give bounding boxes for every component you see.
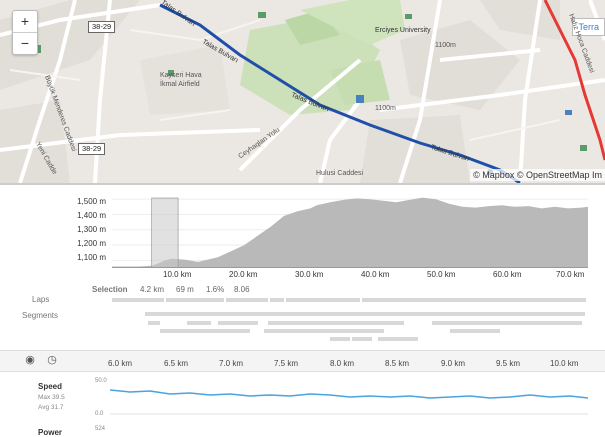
selection-distance: 4.2 km [140,285,165,294]
detail-x-tick: 7.0 km [219,359,244,368]
map-attribution[interactable]: © Mapbox © OpenStreetMap Im [470,169,605,181]
segment-bar[interactable] [450,329,500,333]
zoom-control: + − [12,10,38,55]
lap-bar[interactable] [166,298,224,302]
highway-red-line [543,0,605,161]
selection-vam: 8.06 [234,285,250,294]
segment-bar[interactable] [432,321,582,325]
elevation-chart[interactable] [112,190,588,268]
x-tick-label: 50.0 km [427,270,456,279]
laps-label: Laps [32,295,50,304]
x-tick-label: 70.0 km [556,270,585,279]
selection-range[interactable] [151,197,179,268]
segment-bar[interactable] [352,337,372,341]
detail-x-tick: 6.5 km [164,359,189,368]
segment-bar[interactable] [145,312,585,316]
street-label: Hulusi Caddesi [316,170,364,177]
speed-title: Speed [38,382,63,391]
place-label: Erciyes University [375,27,431,34]
place-label: Kayseri Hava [160,72,202,79]
zoom-out-button[interactable]: − [20,35,30,51]
detail-x-tick: 7.5 km [274,359,299,368]
elevation-area [112,197,588,268]
power-title: Power [38,428,63,437]
y-tick-label: 1,400 m [77,211,106,220]
lap-bar[interactable] [286,298,360,302]
segments-label: Segments [22,311,59,320]
speed-chart[interactable] [110,378,588,418]
y-tick-label: 1,200 m [77,239,106,248]
route-map[interactable]: + − Terra 38-29 38-29 Talas Bulvarı Tala… [0,0,605,183]
y-tick-label: 1,500 m [77,197,106,206]
lap-bar[interactable] [270,298,284,302]
lap-bar[interactable] [362,298,586,302]
segment-bar[interactable] [218,321,258,325]
segment-bar[interactable] [187,321,211,325]
speed-y-bottom: 0.0 [95,411,104,417]
elevation-label: 1100m [435,42,456,49]
speed-line [110,389,588,399]
elevation-label: 1100m [375,105,396,112]
speed-y-top: 50.0 [95,378,107,384]
x-tick-label: 10.0 km [163,270,192,279]
segment-bar[interactable] [268,321,404,325]
lap-bar[interactable] [112,298,164,302]
segment-bar[interactable] [378,337,418,341]
elevation-panel [0,183,605,350]
road-shield: 38-29 [78,143,106,155]
detail-x-tick: 8.5 km [385,359,410,368]
map-canvas[interactable] [0,0,605,183]
road-shield: 38-29 [88,21,116,33]
route-line [159,3,521,183]
lap-bar[interactable] [226,298,268,302]
detail-x-tick: 9.5 km [496,359,521,368]
place-label: İkmal Airfield [160,81,200,88]
detail-axis-bar [0,350,605,372]
y-tick-label: 1,300 m [77,225,106,234]
selection-gain: 69 m [176,285,194,294]
selection-label: Selection [92,285,128,294]
power-y-top: 524 [95,426,106,432]
y-tick-label: 1,100 m [77,253,106,262]
detail-x-tick: 8.0 km [330,359,355,368]
x-tick-label: 40.0 km [361,270,390,279]
detail-x-tick: 9.0 km [441,359,466,368]
x-tick-label: 30.0 km [295,270,324,279]
segment-bar[interactable] [330,337,350,341]
map-pin-icon[interactable]: ◉ [25,354,35,366]
x-tick-label: 60.0 km [493,270,522,279]
detail-x-tick: 10.0 km [550,359,579,368]
speed-max: Max 39.5 [38,394,65,401]
zoom-in-button[interactable]: + [13,11,37,33]
segment-bar[interactable] [148,321,160,325]
clock-icon[interactable]: ◷ [47,354,57,366]
segment-bar[interactable] [264,329,384,333]
segment-bar[interactable] [160,329,250,333]
x-tick-label: 20.0 km [229,270,258,279]
detail-x-tick: 6.0 km [108,359,133,368]
speed-avg: Avg 31.7 [38,404,64,411]
selection-grade: 1.6% [206,285,225,294]
